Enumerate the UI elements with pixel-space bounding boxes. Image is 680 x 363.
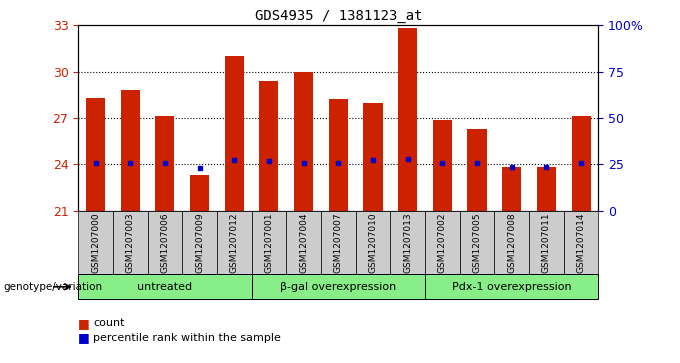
Bar [571,117,591,211]
Bar [363,103,383,211]
Text: count: count [93,318,124,328]
Title: GDS4935 / 1381123_at: GDS4935 / 1381123_at [254,9,422,23]
Text: GSM1207005: GSM1207005 [473,212,481,273]
Text: GSM1207009: GSM1207009 [195,212,204,273]
Bar [190,175,209,211]
Text: β-gal overexpression: β-gal overexpression [280,282,396,292]
Text: GSM1207001: GSM1207001 [265,212,273,273]
Bar [294,72,313,211]
Bar [328,99,348,211]
Text: ■: ■ [78,331,90,344]
Bar [398,29,418,211]
Bar [467,129,487,211]
Text: GSM1207004: GSM1207004 [299,212,308,273]
Text: percentile rank within the sample: percentile rank within the sample [93,333,281,343]
Text: GSM1207014: GSM1207014 [577,212,585,273]
Text: genotype/variation: genotype/variation [3,282,103,292]
Text: GSM1207010: GSM1207010 [369,212,377,273]
Text: GSM1207006: GSM1207006 [160,212,169,273]
Text: GSM1207011: GSM1207011 [542,212,551,273]
Text: GSM1207008: GSM1207008 [507,212,516,273]
Text: GSM1207003: GSM1207003 [126,212,135,273]
Bar [155,117,175,211]
Text: GSM1207000: GSM1207000 [91,212,100,273]
Bar [502,167,522,211]
Text: GSM1207007: GSM1207007 [334,212,343,273]
Text: untreated: untreated [137,282,192,292]
Text: Pdx-1 overexpression: Pdx-1 overexpression [452,282,571,292]
Bar [86,98,105,211]
Bar [224,56,244,211]
Bar [259,81,279,211]
Text: GSM1207013: GSM1207013 [403,212,412,273]
Bar [120,90,140,211]
Text: ■: ■ [78,317,90,330]
Text: GSM1207002: GSM1207002 [438,212,447,273]
Text: GSM1207012: GSM1207012 [230,212,239,273]
Bar [432,119,452,211]
Bar [537,167,556,211]
